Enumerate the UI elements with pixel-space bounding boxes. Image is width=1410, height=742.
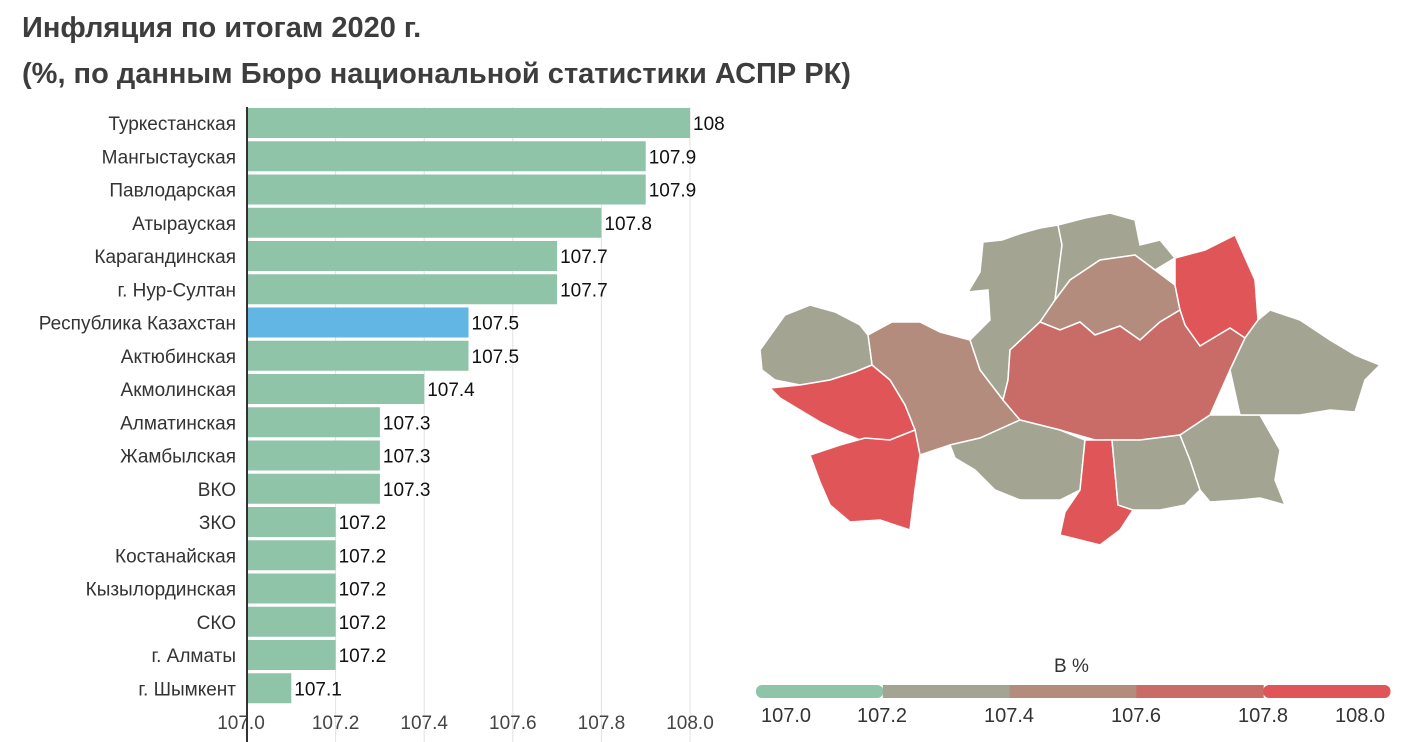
category-label: Кызылординская xyxy=(86,580,236,601)
value-label: 107.2 xyxy=(339,546,387,567)
x-tick-label: 108.0 xyxy=(666,713,714,734)
category-label: Костанайская xyxy=(115,546,236,567)
bar xyxy=(248,507,336,537)
map-region-vko xyxy=(1229,309,1382,416)
value-label: 107.9 xyxy=(649,147,697,168)
value-label: 107.5 xyxy=(472,314,520,335)
value-label: 107.2 xyxy=(339,613,387,634)
value-label: 107.8 xyxy=(604,214,652,235)
x-tick-label: 107.0 xyxy=(217,713,265,734)
value-label: 107.7 xyxy=(560,280,608,301)
category-label: Туркестанская xyxy=(108,114,236,135)
bar xyxy=(248,274,558,305)
category-label: Актюбинская xyxy=(121,347,236,368)
x-tick-label: 107.2 xyxy=(312,713,360,734)
legend-swatch xyxy=(1136,685,1264,698)
bar xyxy=(248,241,558,271)
category-label: Павлодарская xyxy=(109,181,236,202)
chart-subtitle: (%, по данным Бюро национальной статисти… xyxy=(22,58,851,90)
color-legend xyxy=(756,685,1391,698)
category-label: г. Шымкент xyxy=(138,679,236,700)
bar xyxy=(248,540,336,571)
value-label: 108 xyxy=(693,114,725,135)
value-label: 107.3 xyxy=(383,447,431,468)
x-tick-label: 107.6 xyxy=(489,713,537,734)
category-label: СКО xyxy=(197,613,236,634)
value-label: 107.3 xyxy=(383,480,431,501)
bar xyxy=(248,307,469,338)
legend-tick-label: 108.0 xyxy=(1334,705,1386,727)
category-label: Алматинская xyxy=(120,413,236,434)
category-label: г. Нур-Султан xyxy=(117,280,236,301)
legend-swatch xyxy=(1009,685,1137,698)
category-label: Атырауская xyxy=(132,214,236,235)
bar xyxy=(248,141,646,172)
value-label: 107.4 xyxy=(427,380,475,401)
value-label: 107.9 xyxy=(649,181,697,202)
legend-tick-label: 107.4 xyxy=(983,705,1035,727)
map-region-kyzylorda xyxy=(948,419,1086,501)
bar xyxy=(248,673,292,704)
legend-swatch xyxy=(882,685,1011,698)
bar xyxy=(248,108,690,138)
value-label: 107.2 xyxy=(339,580,387,601)
legend-swatch xyxy=(1263,685,1391,698)
map-region-zhambyl xyxy=(1111,434,1201,511)
value-label: 107.7 xyxy=(560,247,608,268)
legend-tick-label: 107.6 xyxy=(1110,705,1162,727)
bar xyxy=(248,340,469,371)
bar xyxy=(248,374,425,404)
value-label: 107.2 xyxy=(339,646,387,667)
bar xyxy=(248,473,380,504)
legend-swatch xyxy=(756,685,884,698)
x-tick-label: 107.4 xyxy=(400,713,448,734)
bar xyxy=(248,606,336,637)
bar xyxy=(248,407,380,438)
value-label: 107.2 xyxy=(339,513,387,534)
legend-tick-label: 107.0 xyxy=(760,705,812,727)
category-label: г. Алматы xyxy=(152,646,237,667)
category-label: Мангыстауская xyxy=(102,147,236,168)
bar xyxy=(248,440,380,471)
x-tick-label: 107.8 xyxy=(578,713,626,734)
value-label: 107.3 xyxy=(383,413,431,434)
category-label: Акмолинская xyxy=(121,380,236,401)
value-label: 107.1 xyxy=(294,679,342,700)
legend-tick-label: 107.2 xyxy=(856,705,908,727)
kazakhstan-map xyxy=(759,212,1382,546)
bar xyxy=(248,174,646,205)
value-label: 107.5 xyxy=(472,347,520,368)
category-label: Карагандинская xyxy=(94,247,236,268)
legend-tick-label: 107.8 xyxy=(1237,705,1289,727)
category-label: ЗКО xyxy=(199,513,236,534)
category-label: Жамбылская xyxy=(120,447,236,468)
category-label: Республика Казахстан xyxy=(39,314,236,335)
map-region-mangystau xyxy=(809,428,921,532)
bar-chart: Туркестанская 108 Мангыстауская 107.9 Павлод… xyxy=(39,107,725,742)
chart-title: Инфляция по итогам 2020 г. xyxy=(22,12,422,44)
bar xyxy=(248,573,336,604)
bar xyxy=(248,207,602,238)
legend-title: В % xyxy=(1054,656,1089,677)
category-label: ВКО xyxy=(198,480,236,501)
bar xyxy=(248,640,336,670)
